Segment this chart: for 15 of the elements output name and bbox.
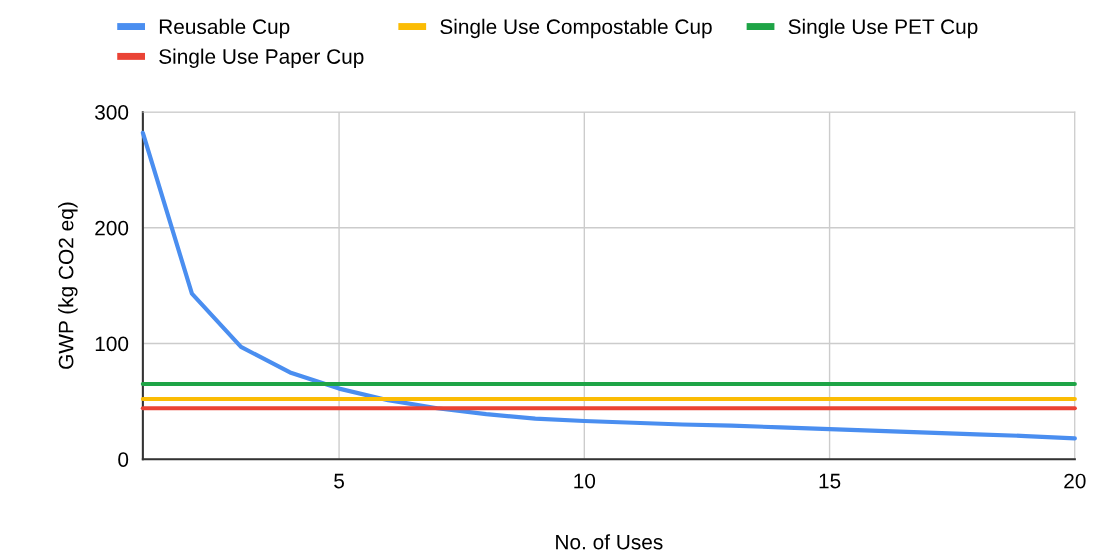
- x-axis-title: No. of Uses: [556, 534, 663, 550]
- x-tick-label: 20: [1064, 473, 1086, 489]
- x-tick-label: 5: [334, 473, 344, 489]
- y-tick-label: 200: [95, 220, 129, 236]
- legend-label: Reusable Cup: [159, 18, 290, 39]
- legend-label: Single Use PET Cup: [788, 18, 978, 39]
- legend-label: Single Use Compostable Cup: [440, 18, 712, 39]
- y-tick-label: 300: [95, 105, 129, 120]
- y-axis-title: GWP (kg CO2 eq): [58, 202, 78, 369]
- y-tick-label: 100: [95, 336, 129, 352]
- y-tick-label: 0: [118, 452, 129, 467]
- x-tick-label: 10: [574, 473, 596, 489]
- legend-label: Single Use Paper Cup: [159, 48, 364, 69]
- x-tick-label: 15: [819, 473, 841, 489]
- line-series: [140, 130, 1077, 441]
